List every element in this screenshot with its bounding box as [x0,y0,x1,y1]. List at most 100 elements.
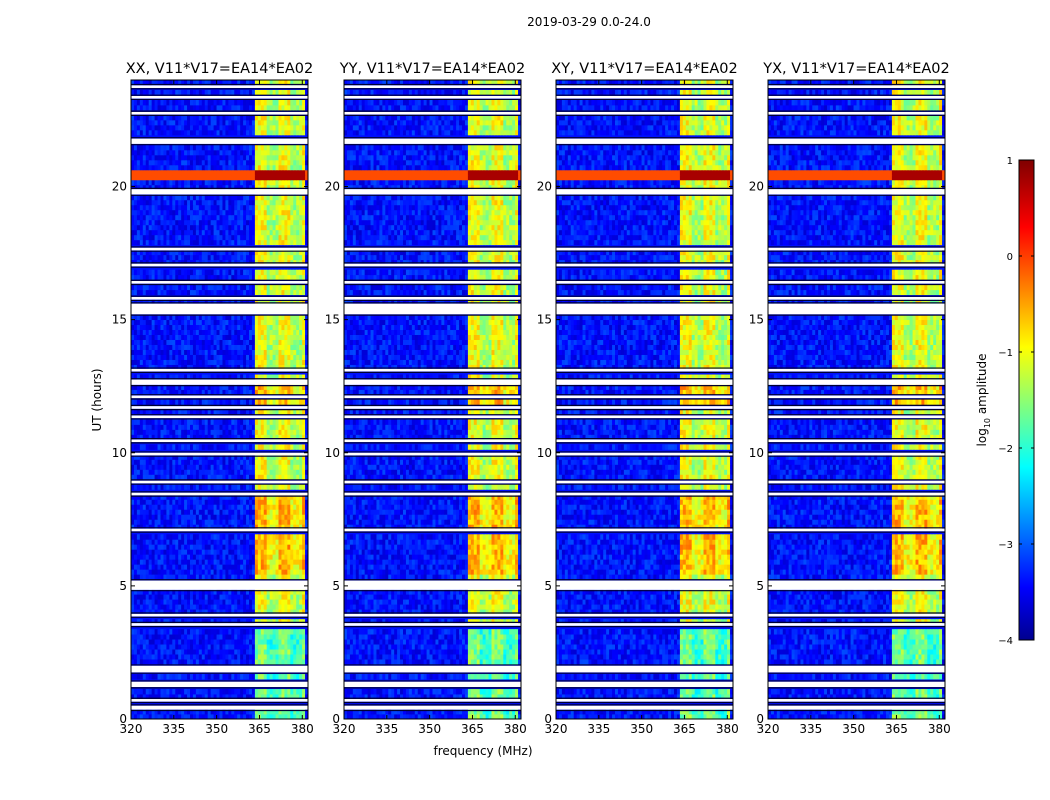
heatmap-cell [192,639,197,645]
heatmap-cell [302,329,306,335]
heatmap-cell [201,184,206,191]
heatmap-cell [251,544,256,550]
heatmap-cell [145,714,150,720]
heatmap-cell [263,194,268,201]
heatmap-cell [231,269,235,276]
heatmap-cell [184,274,188,281]
heatmap-cell [139,644,144,650]
heatmap-cell [272,224,276,231]
heatmap-cell [184,219,188,226]
heatmap-cell [302,419,306,425]
heatmap-cell [231,539,235,545]
heatmap-cell [136,219,141,226]
heatmap-cell [269,504,273,510]
heatmap-cell [290,224,294,231]
heatmap-cell [163,469,167,475]
heatmap-cell [148,214,153,221]
heatmap-cell [305,184,309,191]
heatmap-cell [260,554,265,560]
heatmap-cell [192,199,197,206]
heatmap-cell [201,454,206,460]
heatmap-cell [142,654,147,660]
heatmap-cell [263,339,268,345]
heatmap-cell [160,459,164,465]
heatmap-cell [169,274,173,281]
heatmap-cell [281,599,285,605]
heatmap-cell [192,694,197,700]
heatmap-cell [187,334,191,340]
heatmap-cell [275,219,279,226]
heatmap-cell [195,254,200,261]
heatmap-cell [237,444,241,450]
heatmap-cell [234,474,238,480]
heatmap-cell [249,644,253,650]
heatmap-cell [228,319,232,326]
heatmap-cell [275,409,279,415]
heatmap-cell [249,534,253,540]
heatmap-cell [187,549,191,555]
heatmap-cell [142,499,147,505]
heatmap-cell [299,434,303,440]
heatmap-cell [157,554,161,560]
heatmap-cell [172,509,176,515]
heatmap-cell [178,589,182,595]
heatmap-cell [225,319,229,326]
heatmap-cell [231,354,235,360]
heatmap-cell [219,494,223,500]
heatmap-cell [257,384,262,390]
heatmap-cell [269,689,273,695]
heatmap-cell [178,314,182,321]
heatmap-cell [184,474,188,480]
heatmap-cell [190,504,194,510]
heatmap-cell [142,419,147,425]
heatmap-cell [219,644,223,650]
heatmap-cell [142,319,147,326]
heatmap-cell [139,199,144,206]
heatmap-cell [160,689,164,695]
heatmap-cell [260,419,265,425]
heatmap-cell [299,464,303,470]
heatmap-cell [160,674,164,680]
heatmap-cell [234,519,238,525]
heatmap-cell [187,594,191,600]
heatmap-cell [142,354,147,360]
heatmap-cell [145,324,150,331]
heatmap-cell [278,229,282,236]
heatmap-cell [260,284,265,291]
heatmap-cell [131,399,135,405]
heatmap-cell [299,174,303,181]
heatmap-cell [160,504,164,510]
heatmap-cell [213,374,217,380]
heatmap-cell [228,239,232,246]
heatmap-cell [178,469,182,475]
heatmap-cell [275,329,279,335]
heatmap-cell [225,559,229,565]
heatmap-cell [148,324,153,331]
heatmap-cell [290,469,294,475]
heatmap-cell [281,659,285,665]
heatmap-cell [296,589,300,595]
heatmap-cell [157,374,161,380]
heatmap-cell [169,509,173,515]
heatmap-cell [278,639,282,645]
heatmap-cell [136,589,141,595]
heatmap-cell [266,469,271,475]
heatmap-cell [296,649,300,655]
heatmap-cell [222,249,226,256]
heatmap-cell [213,344,217,350]
heatmap-cell [190,419,194,425]
heatmap-cell [257,514,262,520]
heatmap-cell [275,429,279,435]
heatmap-cell [145,519,150,525]
heatmap-cell [133,329,138,335]
heatmap-cell [198,314,203,321]
heatmap-cell [222,594,226,600]
heatmap-cell [157,169,161,176]
heatmap-cell [281,424,285,430]
heatmap-cell [272,359,276,365]
heatmap-cell [169,384,173,390]
heatmap-cell [296,209,300,216]
heatmap-cell [142,659,147,665]
heatmap-cell [293,179,297,186]
heatmap-cell [281,564,285,570]
